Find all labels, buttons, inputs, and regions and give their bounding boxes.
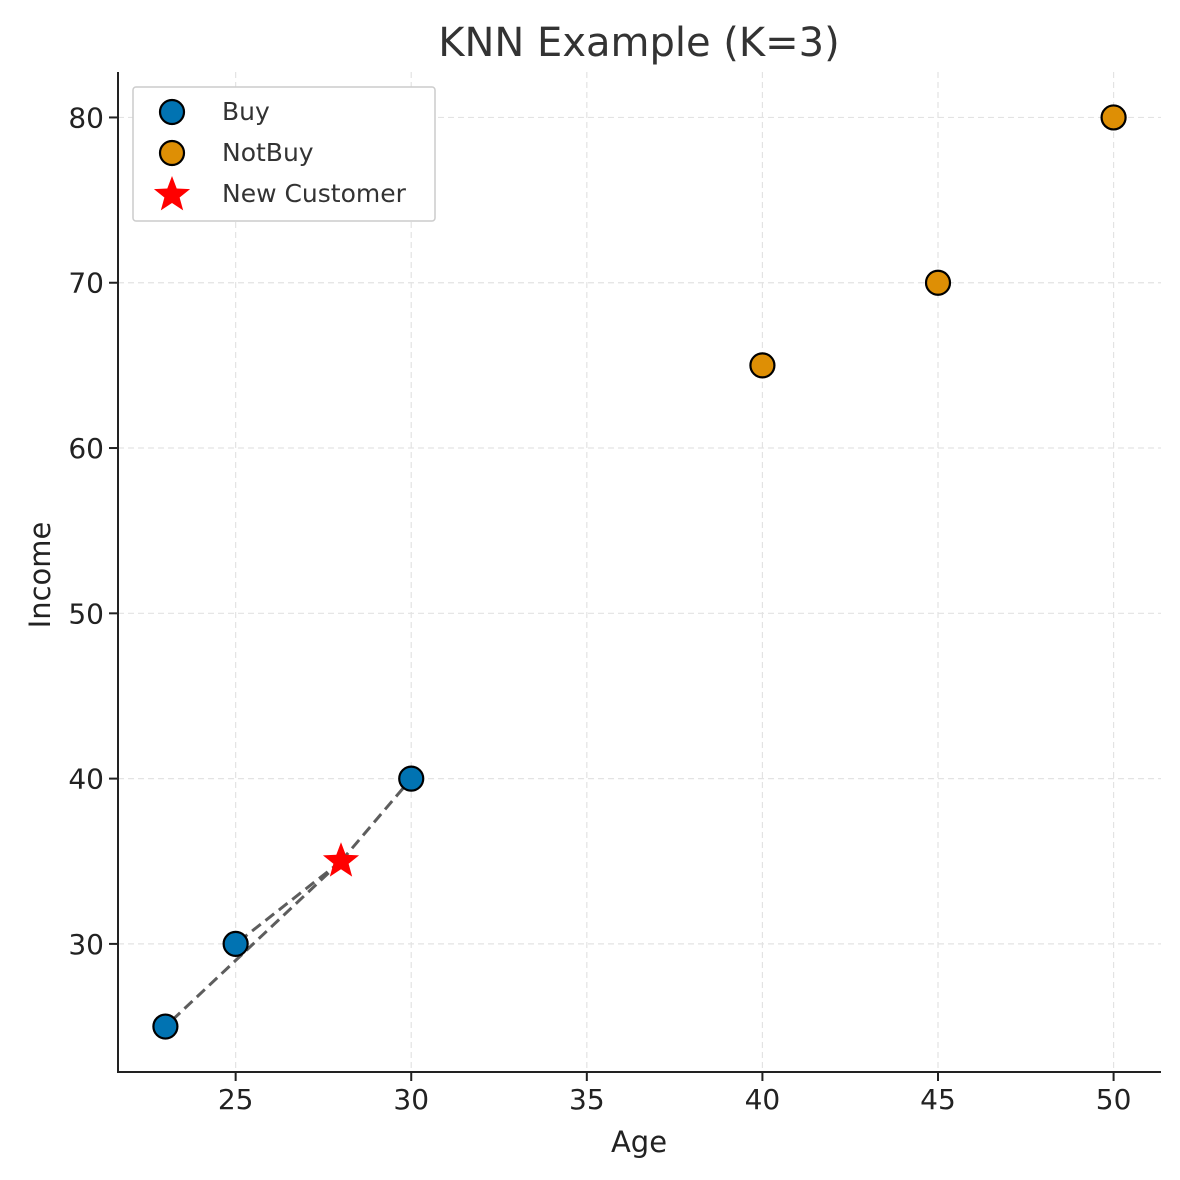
legend-marker	[158, 139, 186, 167]
x-tick-label: 35	[569, 1083, 605, 1116]
y-tick-label: 60	[68, 432, 104, 465]
y-tick-label: 30	[68, 928, 104, 961]
buy-point	[398, 765, 425, 792]
legend-box	[132, 86, 436, 222]
buy-point	[222, 930, 249, 958]
y-tick-label: 70	[68, 267, 104, 300]
x-tick-label: 30	[393, 1083, 429, 1116]
y-axis-label: Income	[23, 522, 57, 629]
legend-label: New Customer	[222, 179, 407, 208]
y-tick-label: 40	[68, 763, 104, 796]
ticks: 25 30 35 40 45 50 30 40 50 60 70 80	[68, 101, 1131, 1116]
legend-label: NotBuy	[222, 138, 314, 167]
data-points	[152, 104, 1127, 1040]
x-axis-label: Age	[611, 1125, 667, 1159]
neighbor-lines	[164, 777, 413, 1028]
axes	[117, 72, 1161, 1073]
new-customer-point	[322, 842, 360, 877]
x-tick-label: 45	[920, 1083, 956, 1116]
neighbor-line	[234, 860, 342, 946]
legend-star-marker	[153, 176, 191, 211]
neighbor-line	[164, 860, 343, 1028]
buy-point	[152, 1013, 179, 1040]
y-tick-label: 50	[68, 597, 104, 630]
legend-marker	[158, 98, 186, 126]
legend-label: Buy	[222, 97, 270, 126]
x-tick-label: 40	[745, 1083, 781, 1116]
notbuy-point	[749, 352, 776, 379]
legend: Buy NotBuy New Customer	[132, 86, 436, 222]
neighbor-line	[339, 777, 413, 863]
y-tick-label: 80	[68, 101, 104, 134]
notbuy-point	[1100, 104, 1127, 131]
grid	[118, 72, 1161, 1072]
notbuy-point	[924, 269, 952, 296]
chart-title: KNN Example (K=3)	[438, 20, 839, 66]
x-tick-label: 50	[1096, 1083, 1132, 1116]
x-tick-label: 25	[218, 1083, 254, 1116]
